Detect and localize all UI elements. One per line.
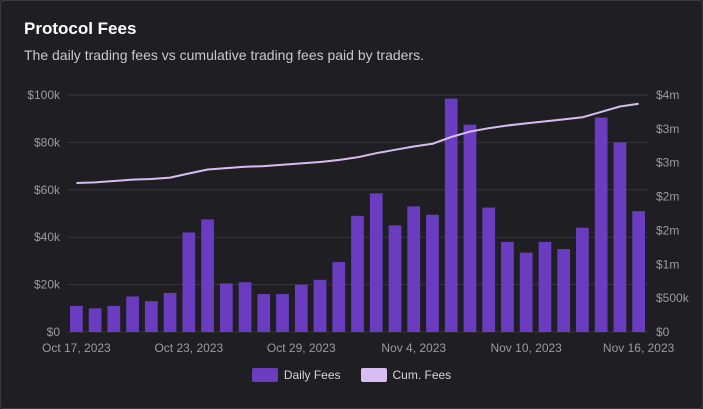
daily-fee-bar	[557, 249, 571, 332]
chart-subtitle: The daily trading fees vs cumulative tra…	[24, 47, 424, 63]
daily-fee-bar	[426, 214, 439, 332]
daily-fee-bar	[276, 294, 289, 332]
cum-fees-line-group	[76, 102, 639, 184]
x-tick-label: Oct 29, 2023	[267, 341, 336, 355]
daily-fee-bar	[482, 207, 496, 332]
daily-fee-bar	[144, 301, 158, 332]
daily-fee-bar	[182, 232, 196, 332]
x-tick-label: Nov 10, 2023	[490, 341, 562, 355]
y-right-tick-label: $2m	[656, 223, 679, 237]
daily-fee-bar	[201, 219, 214, 332]
y-left-tick-label: $100k	[27, 88, 61, 102]
daily-fee-bar	[107, 305, 121, 332]
y-right-tick-label: $2m	[656, 190, 679, 204]
chart-title: Protocol Fees	[24, 19, 137, 38]
daily-fee-bar	[257, 294, 271, 332]
legend-swatch-daily	[251, 368, 278, 382]
legend-label-daily: Daily Fees	[283, 368, 341, 382]
x-tick-label: Nov 4, 2023	[381, 341, 446, 355]
x-tick-label: Oct 17, 2023	[42, 341, 111, 355]
daily-fee-bar	[163, 292, 177, 332]
y-left-tick-label: $60k	[34, 183, 61, 197]
daily-fee-bar	[313, 279, 327, 332]
daily-fee-bar	[632, 211, 646, 332]
daily-fee-bar	[219, 283, 233, 332]
cum-fees-line	[76, 102, 639, 184]
daily-fee-bar	[613, 142, 627, 332]
y-right-tick-label: $4m	[656, 88, 679, 102]
daily-fee-bar	[576, 227, 589, 332]
y-left-tick-label: $0	[47, 325, 61, 339]
legend-swatch-cum	[360, 368, 387, 382]
legend-label-cum: Cum. Fees	[392, 368, 452, 382]
daily-fee-bar	[594, 117, 608, 332]
y-right-tick-label: $0	[656, 325, 670, 339]
daily-fee-bar	[238, 282, 252, 332]
legend-item-cum-fees[interactable]: Cum. Fees	[360, 368, 452, 382]
daily-fee-bar	[294, 284, 308, 332]
y-left-tick-label: $20k	[34, 278, 61, 292]
daily-fee-bar	[407, 206, 421, 332]
daily-fee-bar	[463, 124, 477, 332]
daily-fee-bar	[388, 225, 402, 332]
daily-fee-bar	[88, 308, 102, 332]
y-right-tick-label: $1m	[656, 257, 679, 271]
daily-fee-bar	[519, 252, 533, 332]
daily-fee-bar	[369, 193, 383, 332]
daily-fee-bar	[126, 296, 139, 332]
x-tick-label: Nov 16, 2023	[603, 341, 675, 355]
chart-legend: Daily Fees Cum. Fees	[0, 368, 703, 382]
legend-item-daily-fees[interactable]: Daily Fees	[251, 368, 341, 382]
daily-fees-bars	[69, 98, 646, 333]
y-left-tick-label: $40k	[34, 230, 61, 244]
y-right-tick-label: $500k	[656, 291, 690, 305]
y-left-tick-label: $80k	[34, 135, 61, 149]
x-tick-label: Oct 23, 2023	[154, 341, 223, 355]
daily-fee-bar	[332, 262, 346, 332]
daily-fee-bar	[538, 241, 552, 332]
daily-fee-bar	[351, 215, 364, 332]
y-right-tick-label: $3m	[656, 156, 679, 170]
daily-fee-bar	[69, 305, 83, 332]
daily-fee-bar	[501, 241, 514, 332]
y-right-tick-label: $3m	[656, 122, 679, 136]
daily-fee-bar	[444, 98, 458, 333]
axis-labels: $0 $20k $40k $60k $80k $100k $0 $500k $1m $2m $2m $…	[27, 88, 689, 355]
